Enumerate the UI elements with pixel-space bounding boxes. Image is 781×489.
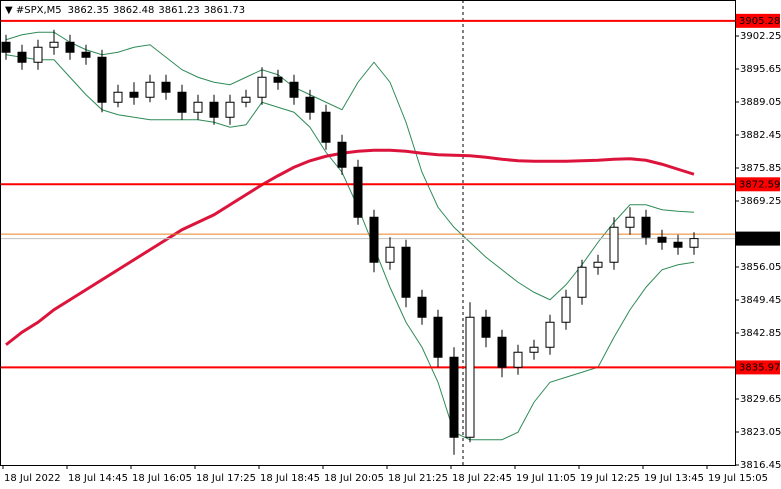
candle-body — [545, 321, 555, 348]
candle-body — [641, 216, 651, 238]
candle-body — [273, 76, 283, 83]
last-price-label-box — [736, 231, 780, 246]
candle-body — [145, 81, 155, 98]
candle-body — [657, 236, 667, 243]
candle-body — [417, 296, 427, 318]
candle-body — [449, 356, 459, 438]
candle-body — [33, 46, 43, 63]
level-label: 3872.59 — [739, 179, 780, 190]
x-tick-label: 18 Jul 20:05 — [324, 473, 384, 484]
level-label-box — [736, 360, 780, 375]
y-tick-label: 3875.85 — [740, 163, 781, 174]
candle-body — [513, 351, 523, 368]
x-tick-label: 18 Jul 17:25 — [196, 473, 256, 484]
candle-body — [177, 91, 187, 113]
y-tick-label: 3856.05 — [740, 262, 781, 273]
x-tick-label: 18 Jul 16:05 — [132, 473, 192, 484]
level-label: 3835.97 — [739, 362, 780, 373]
ohlc-high: 3862.48 — [113, 5, 154, 16]
x-tick-label: 18 Jul 14:45 — [68, 473, 128, 484]
candle-body — [337, 141, 347, 168]
candle-body — [257, 76, 267, 98]
candle-body — [65, 41, 75, 53]
candle-body — [433, 316, 443, 358]
candle-body — [1, 41, 11, 53]
candle-body — [353, 166, 363, 218]
y-tick-label: 3842.85 — [740, 328, 781, 339]
x-tick-label: 19 Jul 13:45 — [644, 473, 704, 484]
y-tick-label: 3902.25 — [740, 31, 781, 42]
candle-body — [593, 261, 603, 268]
x-tick-label: 19 Jul 11:05 — [516, 473, 576, 484]
ohlc-low: 3861.23 — [158, 5, 199, 16]
last-price-label: 3861.73 — [739, 234, 780, 245]
ohlc-close: 3861.73 — [204, 5, 245, 16]
menu-arrow[interactable]: ▼ — [5, 5, 16, 16]
band-lower — [5, 54, 695, 441]
level-label-box — [736, 13, 780, 28]
moving-average — [5, 148, 695, 346]
x-tick-label: 18 Jul 22:45 — [452, 473, 512, 484]
y-tick-label: 3823.05 — [740, 427, 781, 438]
candle-body — [113, 91, 123, 103]
candle-body — [625, 216, 635, 228]
candle-body — [497, 336, 507, 368]
candle-body — [609, 226, 619, 263]
y-tick-label: 3895.65 — [740, 64, 781, 75]
plot-border — [0, 0, 736, 466]
y-tick-label: 3882.45 — [740, 130, 781, 141]
candle-body — [369, 216, 379, 263]
level-label-box — [736, 177, 780, 192]
x-tick-label: 18 Jul 2022 — [4, 473, 61, 484]
x-tick-label: 18 Jul 18:45 — [260, 473, 320, 484]
candle-body — [129, 91, 139, 98]
candle-body — [305, 96, 315, 113]
candle-body — [561, 296, 571, 323]
candle-body — [577, 266, 587, 298]
candle-body — [241, 96, 251, 103]
candle-body — [481, 316, 491, 338]
candle-body — [385, 246, 395, 263]
candle-body — [673, 241, 683, 248]
level-label: 3905.28 — [739, 16, 780, 27]
candle-body — [225, 101, 235, 118]
candle-body — [321, 111, 331, 143]
y-tick-label: 3889.05 — [740, 97, 781, 108]
candle-body — [401, 246, 411, 298]
y-tick-label: 3816.45 — [740, 460, 781, 471]
candle-body — [161, 81, 171, 93]
candle-body — [289, 81, 299, 98]
x-tick-label: 19 Jul 12:25 — [580, 473, 640, 484]
candle-body — [49, 41, 59, 48]
y-tick-label: 3869.25 — [740, 196, 781, 207]
candle-body — [209, 101, 219, 118]
x-tick-label: 18 Jul 21:25 — [388, 473, 448, 484]
candle-body — [97, 56, 107, 103]
chart-header: ▼ #SPX,M5 3862.35 3862.48 3861.23 3861.73 — [5, 5, 245, 16]
symbol: #SPX,M5 — [16, 5, 62, 16]
candle-body — [465, 316, 475, 438]
candle-body — [17, 51, 27, 63]
candle-body — [689, 238, 699, 248]
candle-body — [81, 51, 91, 58]
candle-body — [529, 346, 539, 353]
y-tick-label: 3829.65 — [740, 394, 781, 405]
y-tick-label: 3849.45 — [740, 295, 781, 306]
x-tick-label: 19 Jul 15:05 — [708, 473, 768, 484]
candle-body — [193, 101, 203, 113]
ohlc-open: 3862.35 — [68, 5, 109, 16]
plot-area — [0, 0, 735, 465]
